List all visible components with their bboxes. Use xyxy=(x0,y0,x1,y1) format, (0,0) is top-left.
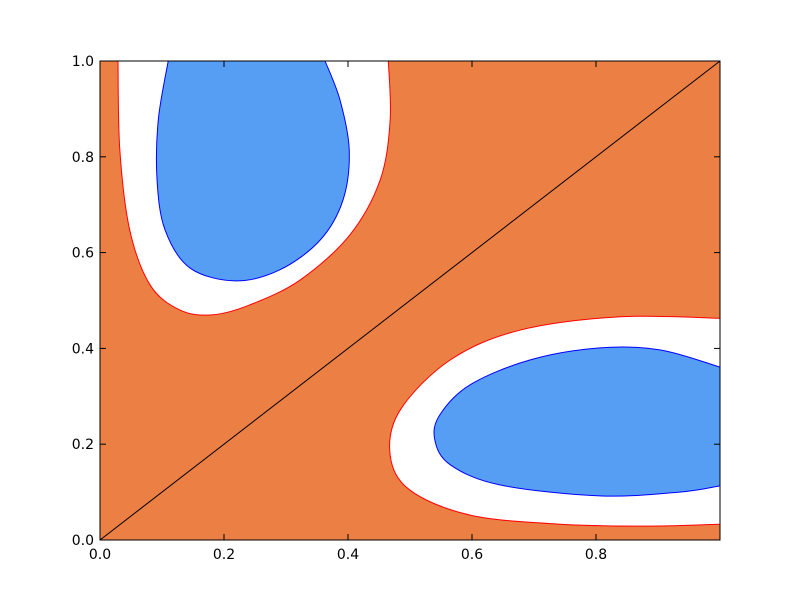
contour-line xyxy=(117,60,391,316)
diagonal-line xyxy=(99,60,721,541)
contour-region xyxy=(433,346,720,497)
contour-line xyxy=(155,60,350,282)
plot-frame xyxy=(99,60,721,541)
x-tick-label: 0.6 xyxy=(461,547,483,563)
y-tick-label: 0.6 xyxy=(72,246,94,262)
x-tick-label: 0.8 xyxy=(585,547,607,563)
x-tick-label: 0.4 xyxy=(337,547,359,563)
y-tick-label: 0.4 xyxy=(72,341,94,357)
y-tick-label: 0.8 xyxy=(72,150,94,166)
y-tick-label: 0.0 xyxy=(72,533,94,549)
x-tick-label: 0.0 xyxy=(89,547,111,563)
y-tick-label: 1.0 xyxy=(72,54,94,70)
contour-line xyxy=(433,346,721,497)
contour-line xyxy=(389,315,721,527)
y-tick-label: 0.2 xyxy=(72,437,94,453)
x-tick-label: 0.2 xyxy=(213,547,235,563)
contour-region xyxy=(156,61,350,281)
